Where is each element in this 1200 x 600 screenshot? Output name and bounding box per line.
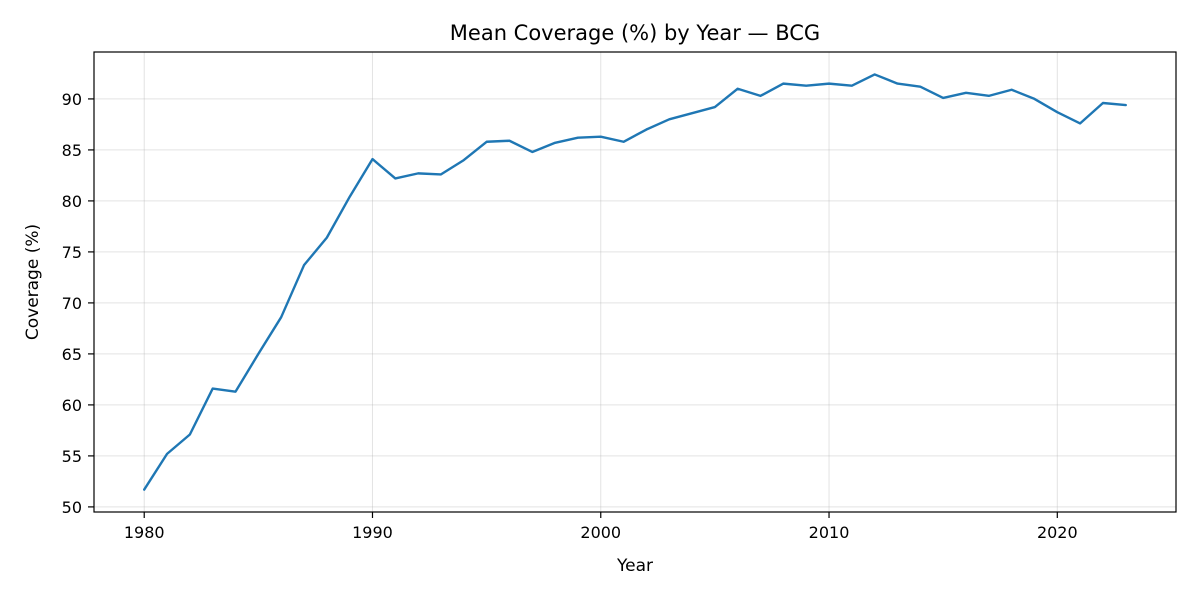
x-tick-label: 2020 [1037, 523, 1078, 542]
y-tick-label: 65 [62, 345, 82, 364]
plot-frame [93, 51, 1177, 513]
chart-title: Mean Coverage (%) by Year — BCG [450, 21, 820, 45]
y-tick-label: 50 [62, 498, 82, 517]
y-tick-label: 70 [62, 294, 82, 313]
grid-lines [94, 52, 1176, 512]
x-axis-label: Year [616, 556, 653, 576]
y-tick-label: 80 [62, 192, 82, 211]
y-tick-label: 90 [62, 90, 82, 109]
x-tick-label: 1990 [352, 523, 393, 542]
y-tick-label: 75 [62, 243, 82, 262]
x-tick-label: 2000 [580, 523, 621, 542]
y-axis-label: Coverage (%) [23, 224, 43, 340]
y-tick-label: 60 [62, 396, 82, 415]
x-tick-label: 2010 [809, 523, 850, 542]
axis-ticks: 1980 1990 2000 2010 2020 50 55 60 65 70 75 80 85 90 [62, 90, 1078, 542]
series-layer [143, 73, 1127, 491]
series-line-bcg [143, 73, 1127, 491]
y-tick-label: 55 [62, 447, 82, 466]
x-tick-label: 1980 [124, 523, 165, 542]
y-tick-label: 85 [62, 141, 82, 160]
